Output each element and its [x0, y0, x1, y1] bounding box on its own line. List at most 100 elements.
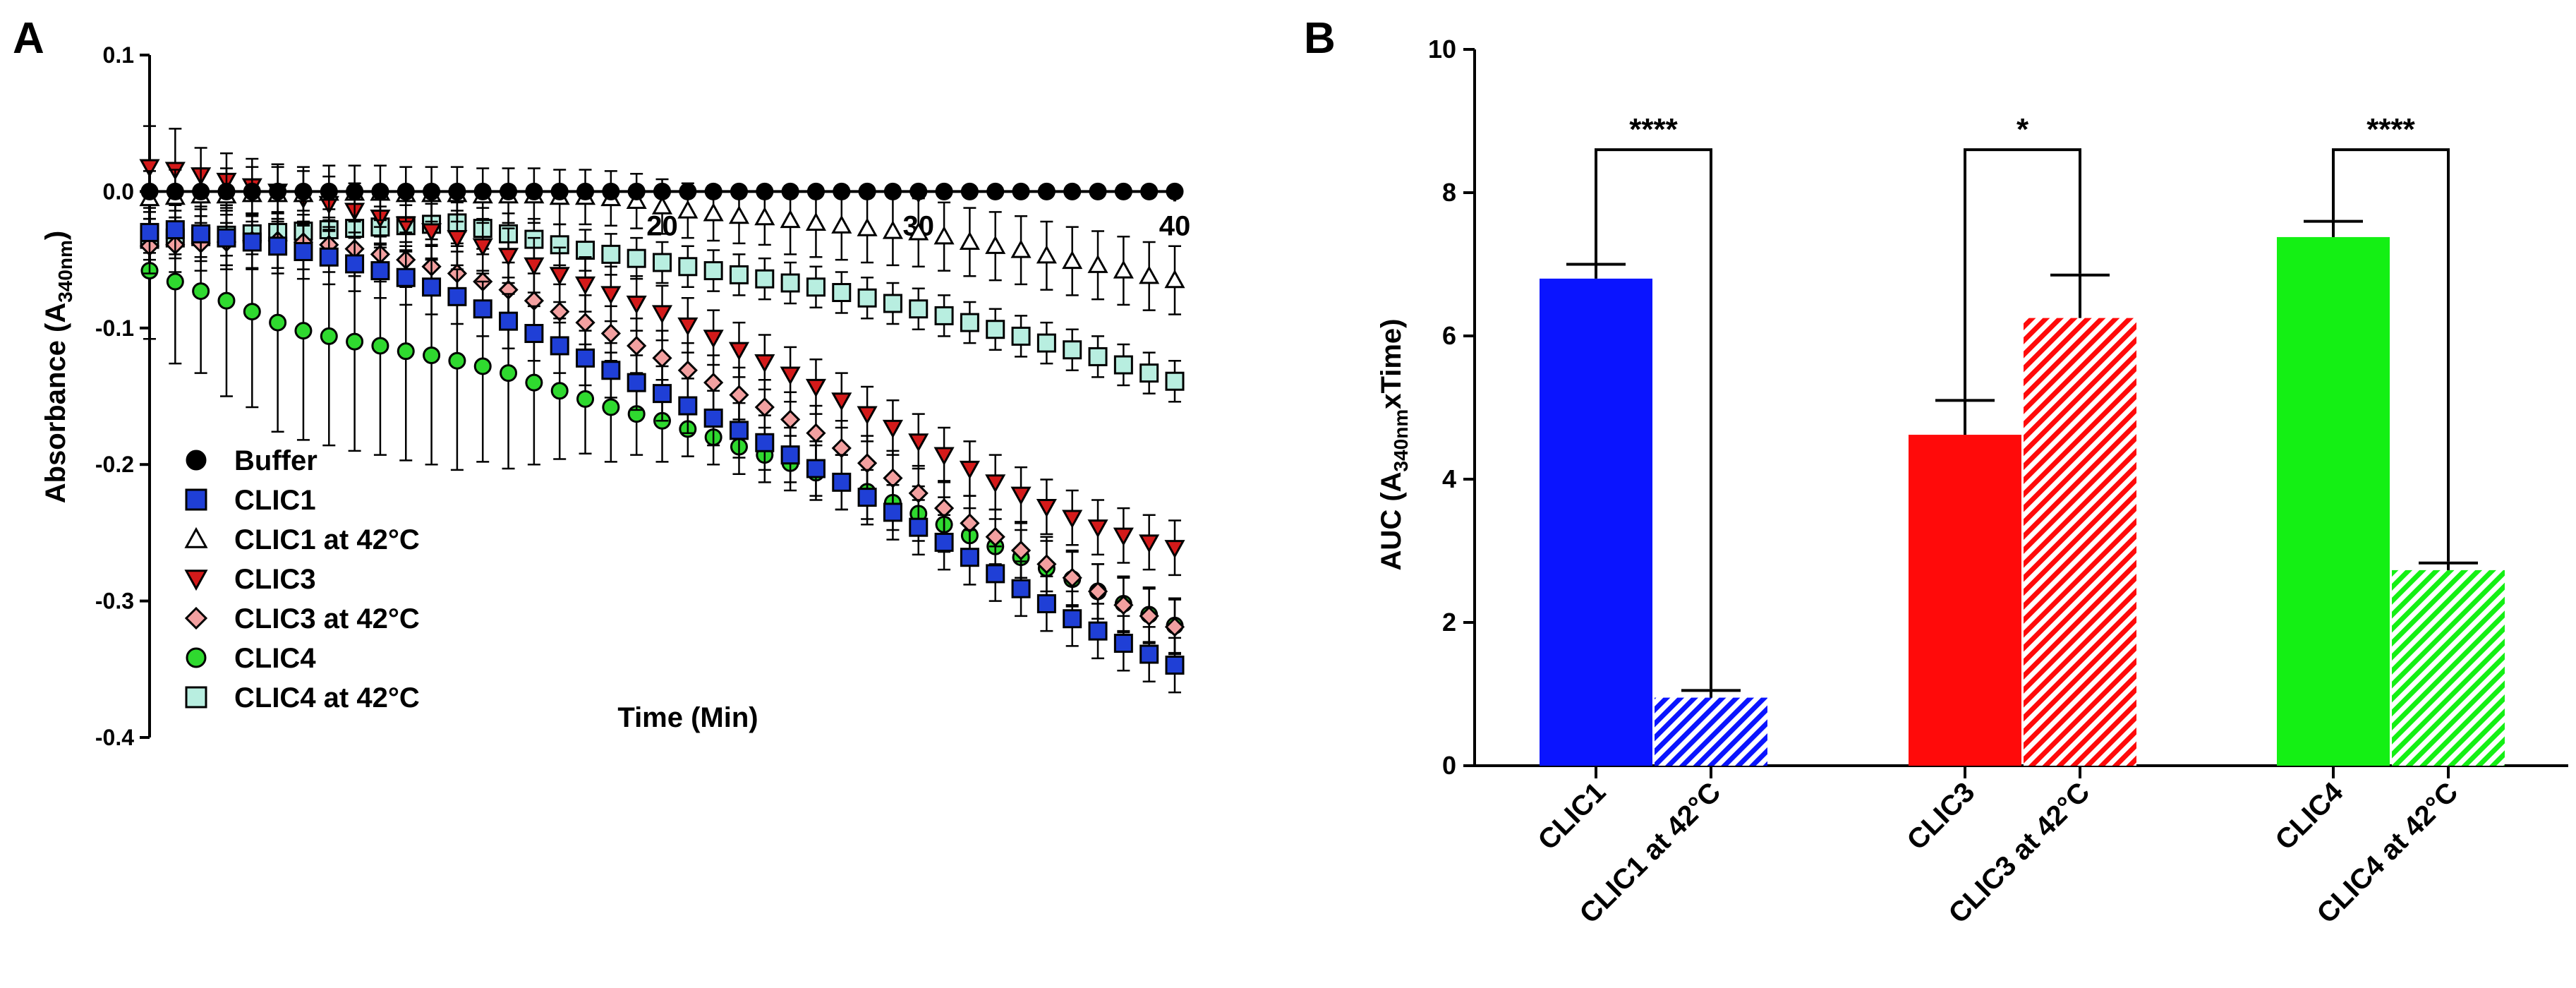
data-point	[883, 468, 903, 488]
data-point	[755, 433, 775, 452]
data-point	[858, 182, 876, 200]
data-point	[294, 241, 313, 261]
data-point	[140, 182, 159, 200]
data-point	[627, 248, 646, 268]
legend-label: CLIC3	[234, 564, 316, 595]
data-point	[1087, 519, 1108, 538]
chart-a-y-tick-label: -0.2	[95, 452, 134, 477]
data-point	[191, 224, 211, 243]
data-point	[755, 269, 775, 289]
data-point	[729, 385, 749, 405]
data-point	[857, 453, 878, 474]
data-point	[959, 231, 980, 251]
data-point	[243, 303, 261, 321]
legend-label: CLIC3 at 42°C	[234, 603, 420, 634]
legend-marker	[184, 570, 208, 591]
data-point	[882, 220, 903, 239]
data-point	[500, 182, 518, 200]
data-point	[703, 261, 723, 281]
legend-label: CLIC4 at 42°C	[234, 682, 420, 713]
chart-b-y-tick-label: 2	[1442, 608, 1456, 637]
bar	[2392, 570, 2505, 766]
data-point	[756, 182, 774, 200]
data-point	[1140, 182, 1159, 200]
data-point	[857, 406, 878, 425]
data-point	[1012, 182, 1030, 200]
data-point	[754, 397, 775, 418]
data-point	[986, 564, 1005, 584]
data-point	[883, 294, 902, 313]
data-point	[243, 182, 261, 200]
data-point	[473, 182, 492, 200]
data-point	[320, 327, 338, 345]
data-point	[422, 277, 442, 297]
data-point	[1139, 265, 1160, 284]
data-point	[627, 335, 647, 356]
data-point	[370, 261, 390, 281]
data-point	[346, 332, 364, 351]
data-point	[1089, 182, 1107, 200]
data-point	[935, 182, 953, 200]
data-point	[269, 182, 287, 200]
data-point	[781, 182, 799, 200]
data-point	[550, 336, 569, 356]
data-point	[576, 390, 595, 408]
data-point	[933, 226, 955, 245]
legend-marker	[184, 606, 208, 630]
data-point	[933, 447, 955, 466]
data-point	[1165, 655, 1185, 675]
data-point	[217, 291, 236, 310]
data-point	[1113, 260, 1134, 279]
legend-item: CLIC3	[184, 564, 316, 595]
data-point	[985, 474, 1006, 493]
data-point	[600, 323, 621, 344]
data-point	[550, 301, 570, 322]
data-point	[909, 182, 928, 200]
legend-label: CLIC1 at 42°C	[234, 524, 420, 555]
data-point	[1088, 347, 1108, 366]
data-point	[448, 182, 466, 200]
data-point	[703, 408, 723, 428]
legend-marker	[186, 450, 207, 471]
data-point	[473, 357, 492, 375]
data-point	[1036, 245, 1057, 264]
data-point	[934, 532, 954, 552]
data-point	[1164, 617, 1185, 637]
data-point	[986, 320, 1005, 339]
data-point	[499, 311, 519, 331]
data-point	[165, 220, 185, 240]
data-point	[652, 348, 672, 368]
data-point	[294, 322, 313, 340]
data-point	[780, 273, 800, 293]
chart-a-series	[139, 125, 1185, 694]
data-point	[908, 433, 929, 452]
data-point	[882, 419, 903, 439]
data-point	[1062, 567, 1082, 588]
data-point	[217, 228, 236, 248]
data-point	[1113, 595, 1134, 615]
data-point	[524, 257, 545, 276]
chart-b-y-tick-label: 6	[1442, 321, 1456, 350]
data-point	[934, 306, 954, 325]
data-point	[576, 241, 595, 260]
legend-item: CLIC3 at 42°C	[184, 603, 420, 634]
data-point	[703, 330, 724, 349]
data-point	[883, 182, 902, 200]
line-chart-panel-a: 0.10.0-0.1-0.2-0.3-0.4203040 BufferCLIC1…	[40, 42, 1190, 750]
chart-b-ylabel: AUC (A340nmxTime)	[1376, 319, 1412, 571]
data-point	[371, 182, 389, 200]
series-clic3	[139, 125, 1185, 577]
data-point	[601, 244, 621, 264]
data-point	[679, 182, 697, 200]
data-point	[319, 247, 339, 267]
data-point	[857, 217, 878, 236]
data-point	[933, 498, 955, 519]
chart-b-y-tick-label: 8	[1442, 178, 1456, 207]
significance-bracket	[1595, 148, 1712, 689]
data-point	[1010, 239, 1032, 258]
data-point	[651, 195, 673, 215]
chart-a-y-tick-label: 0.1	[103, 42, 134, 68]
chart-b-y-tick-label: 4	[1442, 464, 1456, 493]
data-point	[524, 324, 544, 344]
